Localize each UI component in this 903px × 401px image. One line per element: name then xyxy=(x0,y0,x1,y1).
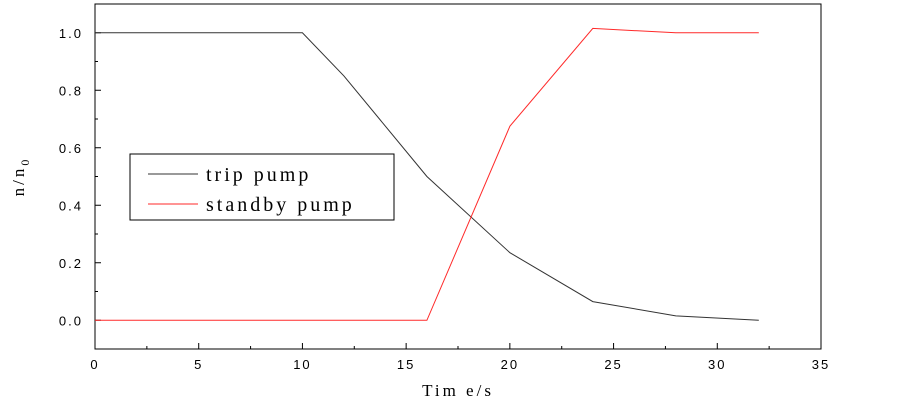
x-axis-title: Tim e/s xyxy=(422,381,494,400)
x-tick-label: 25 xyxy=(604,357,622,372)
y-axis-title: n/n0 xyxy=(9,157,32,197)
x-tick-label: 10 xyxy=(293,357,311,372)
x-tick-label: 35 xyxy=(812,357,830,372)
x-tick-label: 5 xyxy=(194,357,203,372)
series-group xyxy=(95,27,759,321)
y-tick-label: 0.0 xyxy=(59,313,83,328)
x-tick-label: 15 xyxy=(397,357,415,372)
x-axis: 0 5 10 15 20 25 30 35 xyxy=(90,343,830,372)
legend: trip pump standby pump xyxy=(129,153,395,221)
legend-box xyxy=(129,153,395,221)
y-tick-label: 0.4 xyxy=(59,198,83,213)
x-tick-label: 30 xyxy=(708,357,726,372)
y-axis-title-main: n/n xyxy=(9,166,28,197)
x-tick-label: 20 xyxy=(501,357,519,372)
y-tick-label: 0.2 xyxy=(59,256,83,271)
y-tick-label: 1.0 xyxy=(59,26,83,41)
y-tick-label: 0.6 xyxy=(59,141,83,156)
y-axis: 0.0 0.2 0.4 0.6 0.8 1.0 xyxy=(59,3,101,350)
legend-label: standby pump xyxy=(206,194,355,216)
series-line-2 xyxy=(95,27,759,321)
legend-label: trip pump xyxy=(206,164,311,186)
x-tick-label: 0 xyxy=(90,357,99,372)
y-axis-title-subscript: 0 xyxy=(18,157,32,166)
series-line-1 xyxy=(95,32,759,321)
y-tick-label: 0.8 xyxy=(59,83,83,98)
